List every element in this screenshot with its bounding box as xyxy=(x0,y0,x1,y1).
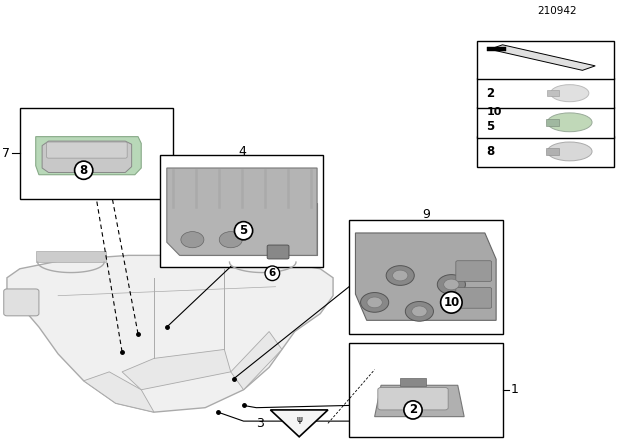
Text: 4: 4 xyxy=(238,145,246,158)
Ellipse shape xyxy=(547,142,592,161)
Polygon shape xyxy=(36,251,106,262)
Bar xyxy=(20,108,173,199)
FancyBboxPatch shape xyxy=(268,245,289,259)
Circle shape xyxy=(405,302,433,321)
Polygon shape xyxy=(180,203,317,255)
Circle shape xyxy=(437,275,465,294)
Polygon shape xyxy=(122,349,231,390)
Bar xyxy=(546,119,559,126)
Polygon shape xyxy=(271,410,328,437)
Text: 210942: 210942 xyxy=(537,6,577,16)
Circle shape xyxy=(220,232,243,248)
Polygon shape xyxy=(167,168,317,255)
Bar xyxy=(547,90,559,96)
Text: 2: 2 xyxy=(409,403,417,417)
Polygon shape xyxy=(231,332,282,390)
Text: 8: 8 xyxy=(486,145,495,158)
Polygon shape xyxy=(42,141,132,172)
Bar xyxy=(400,378,426,386)
Text: 3: 3 xyxy=(256,417,264,430)
Polygon shape xyxy=(228,251,298,262)
Circle shape xyxy=(367,297,382,308)
Polygon shape xyxy=(490,45,595,70)
Text: 10: 10 xyxy=(486,108,502,117)
FancyBboxPatch shape xyxy=(47,142,127,158)
Circle shape xyxy=(412,306,427,317)
Bar xyxy=(477,78,614,108)
Polygon shape xyxy=(7,255,333,412)
FancyBboxPatch shape xyxy=(456,261,492,281)
Bar xyxy=(161,155,323,267)
Ellipse shape xyxy=(547,113,592,132)
Bar xyxy=(486,47,506,51)
FancyBboxPatch shape xyxy=(456,288,492,308)
Ellipse shape xyxy=(550,85,589,102)
Text: 5: 5 xyxy=(486,120,495,134)
Text: 1: 1 xyxy=(510,383,518,396)
Polygon shape xyxy=(355,233,496,320)
Text: 5: 5 xyxy=(239,224,248,237)
FancyBboxPatch shape xyxy=(378,388,448,410)
Polygon shape xyxy=(374,385,464,417)
Text: 10: 10 xyxy=(444,296,460,309)
Text: ψ: ψ xyxy=(296,415,302,424)
Bar xyxy=(546,148,559,155)
Circle shape xyxy=(392,270,408,281)
FancyBboxPatch shape xyxy=(4,289,39,316)
Text: 7: 7 xyxy=(2,147,10,160)
Text: 6: 6 xyxy=(269,268,276,278)
Circle shape xyxy=(181,232,204,248)
Bar xyxy=(477,107,614,138)
Bar xyxy=(477,136,614,167)
Text: 2: 2 xyxy=(486,86,495,100)
Polygon shape xyxy=(84,372,154,412)
Circle shape xyxy=(360,293,388,312)
Circle shape xyxy=(444,279,459,290)
Bar xyxy=(349,343,502,437)
Circle shape xyxy=(386,266,414,285)
Text: 9: 9 xyxy=(422,208,429,221)
Polygon shape xyxy=(36,137,141,175)
Text: 8: 8 xyxy=(79,164,88,177)
Bar xyxy=(477,41,614,79)
Bar xyxy=(349,220,502,334)
